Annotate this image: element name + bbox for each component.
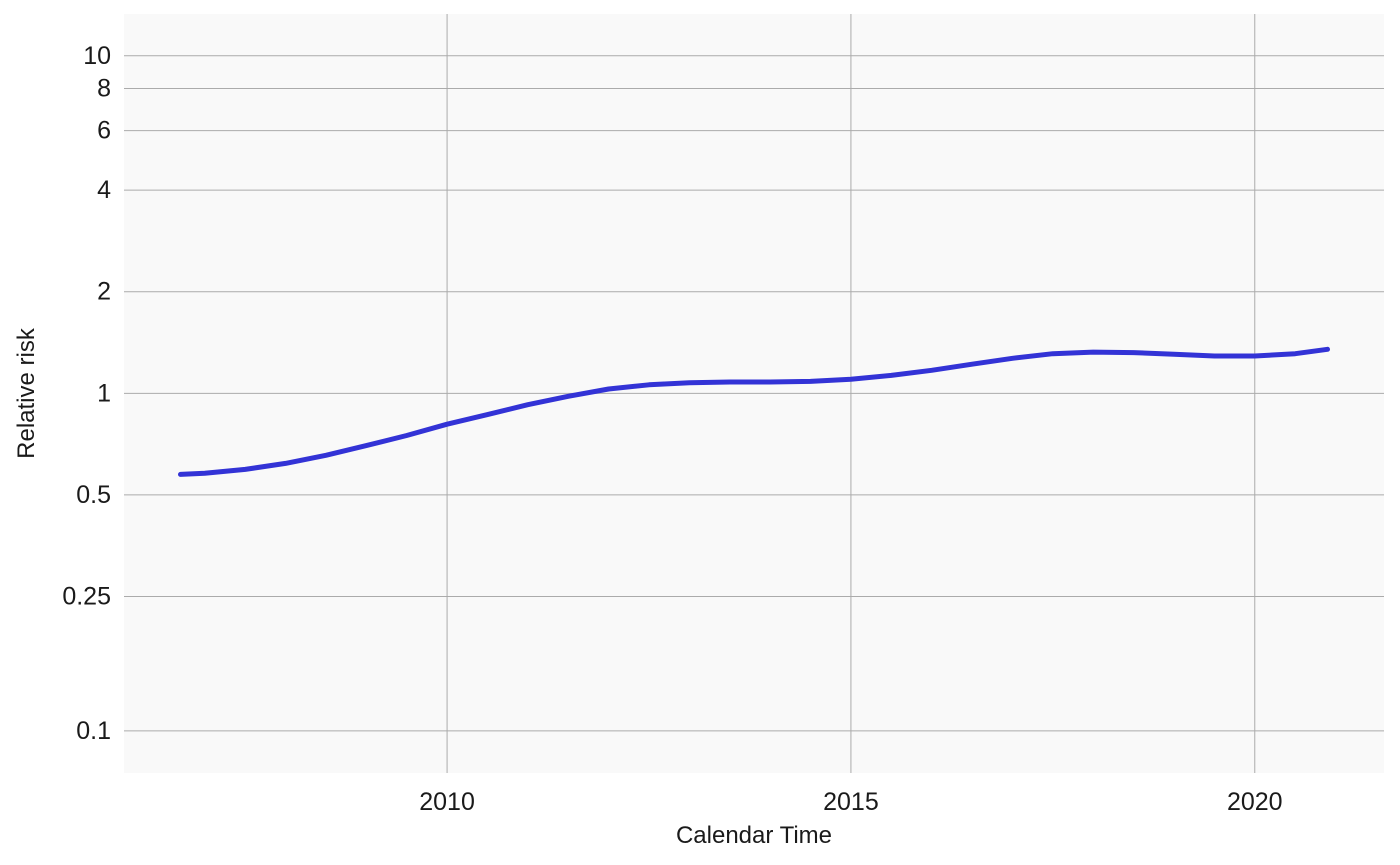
y-axis-title: Relative risk (13, 327, 40, 459)
relative-risk-line (178, 346, 1330, 477)
x-axis-tick-labels: 2010 2015 2020 (419, 788, 1282, 816)
x-gridlines (446, 14, 1256, 773)
x-tick-label: 2020 (1227, 788, 1283, 816)
y-tick-label: 8 (97, 75, 111, 103)
y-tick-label: 4 (97, 176, 111, 204)
y-tick-label: 0.1 (76, 717, 111, 745)
y-tick-label: 1 (97, 379, 111, 407)
y-gridlines (124, 55, 1384, 732)
y-tick-label: 2 (97, 278, 111, 306)
x-tick-label: 2010 (419, 788, 475, 816)
y-tick-label: 0.5 (76, 481, 111, 509)
y-axis-tick-labels: 0.1 0.25 0.5 1 2 4 6 8 10 (62, 42, 111, 745)
x-tick-label: 2015 (823, 788, 879, 816)
y-tick-label: 0.25 (62, 583, 111, 611)
y-tick-label: 6 (97, 117, 111, 145)
y-tick-label: 10 (83, 42, 111, 70)
x-axis-title: Calendar Time (676, 822, 832, 849)
